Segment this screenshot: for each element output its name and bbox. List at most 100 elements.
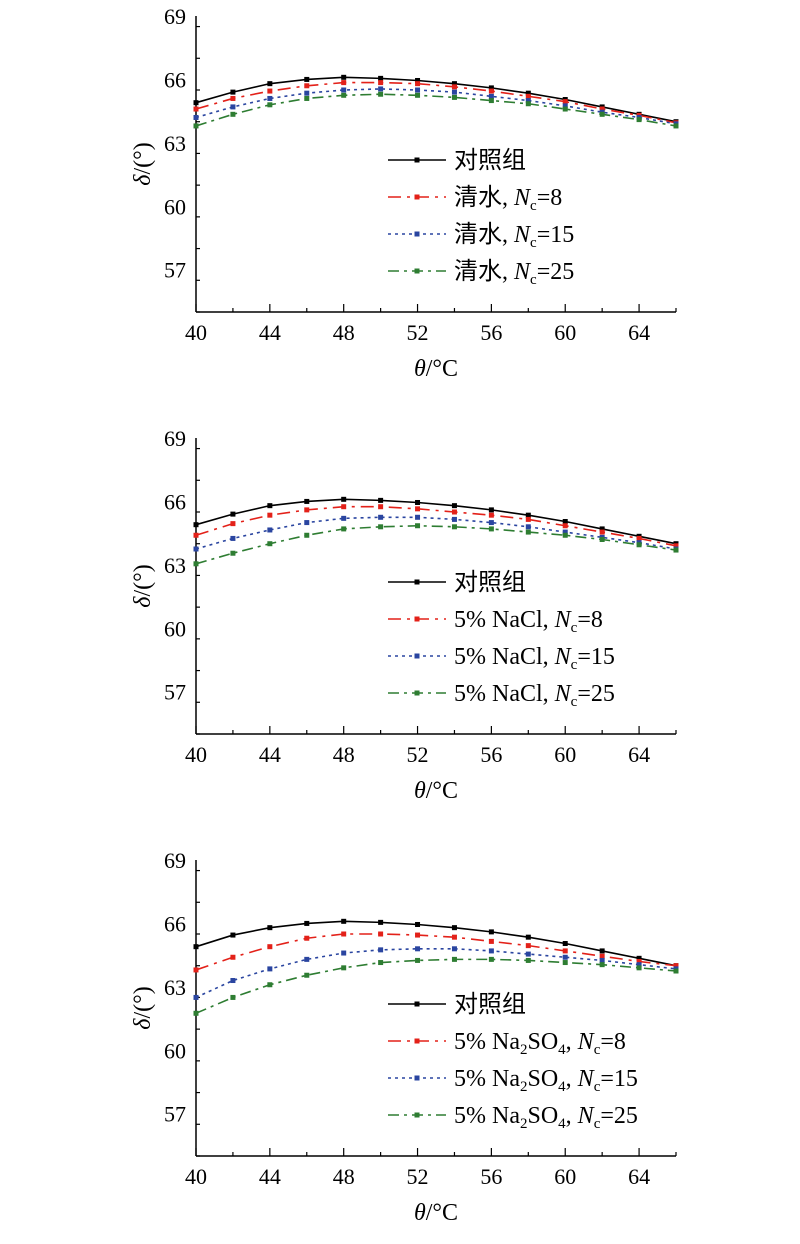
data-point — [378, 960, 384, 966]
data-point — [599, 526, 605, 532]
data-point — [636, 965, 642, 971]
data-point — [304, 935, 310, 941]
data-point — [562, 529, 568, 535]
data-point — [230, 932, 236, 938]
data-point — [488, 512, 494, 518]
data-point — [193, 1010, 199, 1016]
legend-marker — [414, 690, 420, 696]
data-point — [193, 532, 199, 538]
data-point — [562, 519, 568, 525]
data-point — [562, 941, 568, 947]
x-tick-label: 60 — [554, 742, 576, 767]
data-point — [451, 516, 457, 522]
series-line — [195, 505, 677, 547]
legend-label: 5% NaCl, Nc=25 — [454, 681, 615, 710]
data-point — [451, 524, 457, 530]
y-axis-title: δ/(°) — [130, 564, 156, 607]
x-tick-label: 44 — [259, 1164, 281, 1189]
data-point — [193, 944, 199, 950]
series-line — [195, 948, 677, 999]
legend-marker — [414, 157, 420, 163]
data-point — [341, 918, 347, 924]
data-point — [415, 514, 421, 520]
series-line — [195, 524, 677, 565]
data-point — [562, 948, 568, 954]
data-point — [415, 957, 421, 963]
data-point — [488, 98, 494, 104]
data-point — [230, 521, 236, 527]
data-point — [378, 80, 384, 86]
data-point — [267, 81, 273, 87]
data-point — [599, 111, 605, 117]
series-line — [195, 81, 677, 124]
chart-svg-3: 57 60 63 66 69 40 44 48 52 56 60 64 θ/°C δ/(°) 对照组 5% N… — [130, 848, 679, 1226]
y-tick-label: 63 — [164, 131, 186, 156]
data-point — [304, 76, 310, 82]
data-point — [525, 512, 531, 518]
data-point — [636, 535, 642, 541]
y-tick-label: 69 — [164, 4, 186, 29]
y-axis-title: δ/(°) — [130, 986, 156, 1029]
data-point — [415, 946, 421, 952]
x-tick-label: 52 — [407, 1164, 429, 1189]
data-point — [267, 944, 273, 950]
data-point — [451, 509, 457, 515]
data-point — [451, 84, 457, 90]
data-point — [230, 994, 236, 1000]
data-point — [267, 503, 273, 509]
data-point — [341, 526, 347, 532]
data-point — [230, 511, 236, 517]
legend-marker — [414, 194, 420, 200]
data-point — [193, 561, 199, 567]
data-point — [378, 514, 384, 520]
data-point — [230, 89, 236, 95]
data-point — [304, 95, 310, 101]
chart-panel-2: 57 60 63 66 69 40 44 48 52 56 60 64 θ/°C δ/(°) 对照组 5% N… — [0, 422, 800, 822]
x-tick-label: 52 — [407, 742, 429, 767]
data-point — [673, 968, 679, 974]
data-point — [378, 931, 384, 937]
data-point — [304, 498, 310, 504]
data-point — [415, 523, 421, 529]
data-point — [267, 982, 273, 988]
y-tick-label: 63 — [164, 553, 186, 578]
data-point — [525, 943, 531, 949]
y-tick-label: 60 — [164, 194, 186, 219]
data-point — [267, 102, 273, 108]
x-tick-label: 44 — [259, 742, 281, 767]
x-tick-label: 44 — [259, 320, 281, 345]
data-point — [488, 507, 494, 513]
legend-label: 对照组 — [454, 147, 526, 174]
data-point — [451, 946, 457, 952]
series-line — [195, 76, 677, 123]
y-tick-label: 60 — [164, 1038, 186, 1063]
x-tick-label: 60 — [554, 1164, 576, 1189]
data-point — [193, 114, 199, 120]
data-point — [267, 527, 273, 533]
data-point — [599, 106, 605, 112]
data-point — [193, 546, 199, 552]
data-point — [304, 507, 310, 513]
y-tick-label: 57 — [164, 258, 186, 283]
data-point — [451, 956, 457, 962]
data-point — [415, 506, 421, 512]
legend-label: 5% NaCl, Nc=15 — [454, 644, 615, 673]
data-point — [304, 532, 310, 538]
data-point — [267, 925, 273, 931]
data-point — [378, 524, 384, 530]
data-point — [636, 117, 642, 123]
data-point — [599, 536, 605, 542]
legend-marker — [414, 653, 420, 659]
data-point — [230, 104, 236, 110]
x-tick-label: 64 — [628, 320, 650, 345]
chart-panel-1: 57 60 63 66 69 40 44 48 52 56 60 64 θ/°C δ/(°) 对照组 清水, … — [0, 0, 800, 400]
data-point — [378, 86, 384, 92]
data-point — [525, 934, 531, 940]
x-tick-label: 64 — [628, 1164, 650, 1189]
data-point — [341, 504, 347, 510]
data-point — [193, 967, 199, 973]
data-point — [378, 947, 384, 953]
data-point — [304, 920, 310, 926]
data-point — [488, 929, 494, 935]
data-point — [378, 504, 384, 510]
